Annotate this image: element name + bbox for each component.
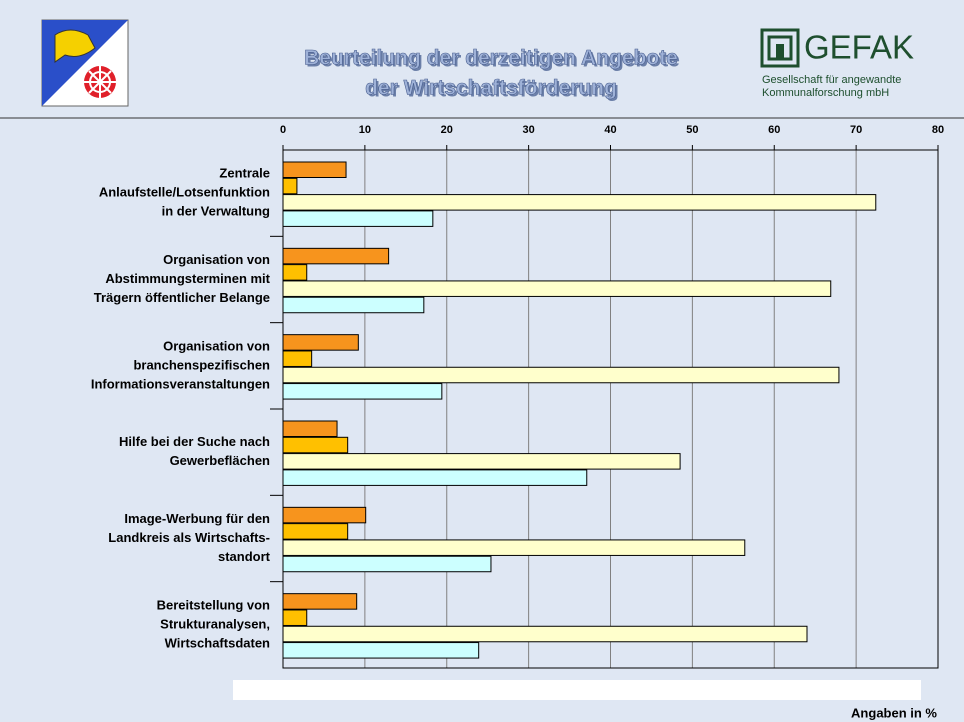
bar [282,210,434,227]
bar [282,177,298,195]
y-tick-label: Landkreis als Wirtschafts- [108,530,270,545]
coat-of-arms [41,19,129,107]
legend-box [233,680,921,700]
bar [282,625,808,643]
x-tick-label: 40 [604,124,616,136]
x-tick-label: 50 [686,124,698,136]
bar [282,523,349,540]
bar [282,436,349,454]
bar [282,161,347,178]
logo-line: Kommunalforschung mbH [762,87,889,99]
logo-name: GEFAK [804,29,914,66]
bar [282,539,746,556]
bar [282,506,367,524]
y-tick-label: Organisation von [163,338,270,353]
note: Angaben in % [851,705,937,720]
bar [282,366,840,384]
x-tick-label: 20 [441,124,453,136]
title-shadow: Beurteilung der derzeitigen Angebote [306,49,680,72]
x-tick-label: 30 [523,124,535,136]
bar [282,280,832,297]
x-tick-label: 60 [768,124,780,136]
bar [282,383,443,400]
y-tick-label: Image-Werbung für den [124,511,270,526]
bar [282,420,338,437]
y-tick-label: Wirtschaftsdaten [165,635,270,650]
y-tick-label: Abstimmungsterminen mit [105,271,270,286]
x-tick-label: 0 [280,124,286,136]
bar [282,194,877,211]
y-tick-label: branchenspezifischen [133,357,270,372]
y-tick-label: Zentrale [219,166,270,181]
bar [282,469,588,486]
y-tick-label: Hilfe bei der Suche nach [119,434,270,449]
y-tick-label: Bereitstellung von [157,597,270,612]
bar [282,334,359,351]
bar [282,609,308,626]
bar [282,350,313,367]
plot-border [282,149,939,669]
x-tick-label: 80 [932,124,944,136]
y-tick-label: Trägern öffentlicher Belange [94,290,270,305]
y-tick-label: Organisation von [163,252,270,267]
gefak-logo: GEFAK Gesellschaft für angewandte Kommun… [760,28,914,99]
y-tick-label: Strukturanalysen, [160,616,270,631]
y-tick-label: standort [218,549,271,564]
bar [282,247,390,265]
bar [282,642,480,659]
chart-title: Beurteilung der derzeitigen Angebote [304,47,678,70]
y-tick-label: Informationsveranstaltungen [91,376,270,391]
plot: 0 10 20 30 40 50 60 70 80 Zentrale Anlaufstelle/Lo… [91,124,944,696]
x-tick-label: 10 [359,124,371,136]
x-tick-label: 70 [850,124,862,136]
bar [282,593,358,610]
y-tick-label: in der Verwaltung [162,204,270,219]
y-tick-label: Anlaufstelle/Lotsenfunktion [99,185,270,200]
chart-title: der Wirtschaftsförderung [365,77,617,100]
bar [282,453,681,470]
logo-line: Gesellschaft für angewandte [762,74,901,86]
bar [282,555,492,573]
bar [282,296,425,314]
title-shadow: der Wirtschaftsförderung [367,79,619,102]
y-tick-label: Gewerbeflächen [170,453,270,468]
bar [282,264,308,281]
